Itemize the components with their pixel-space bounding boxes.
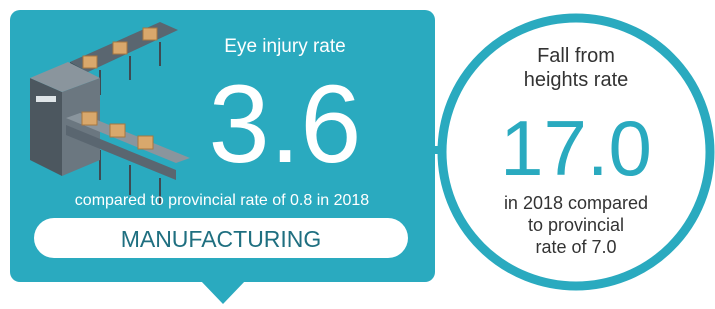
infographic: Eye injury rate 3.6 compared to provinci… (0, 0, 715, 309)
circle-label-line: heights rate (524, 69, 629, 91)
circle-note-line: rate of 7.0 (535, 237, 616, 257)
circle-value: 17.0 (500, 104, 652, 192)
circle-note-line: in 2018 compared (504, 193, 648, 213)
industry-label: MANUFACTURING (121, 226, 322, 252)
panel-note: compared to provincial rate of 0.8 in 20… (75, 192, 370, 209)
page: {"panel": {"label": "Eye injury rate", "… (0, 0, 715, 309)
panel-label: Eye injury rate (224, 36, 345, 57)
panel-value: 3.6 (209, 63, 362, 186)
circle-label-line: Fall from (537, 45, 615, 67)
panel-pointer (200, 280, 246, 304)
circle-note-line: to provincial (528, 215, 624, 235)
